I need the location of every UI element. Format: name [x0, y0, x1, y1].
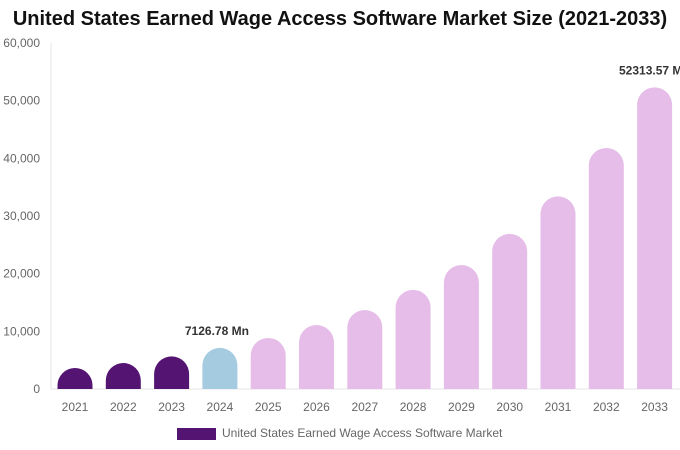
bar-2024: [202, 347, 238, 389]
y-tick-label: 30,000: [3, 209, 40, 223]
legend-label: United States Earned Wage Access Softwar…: [222, 426, 503, 440]
x-tick-label: 2029: [448, 400, 475, 414]
x-tick-label: 2023: [158, 400, 185, 414]
x-tick-label: 2030: [496, 400, 523, 414]
legend-swatch: [177, 428, 216, 440]
bar-2027: [347, 309, 383, 389]
bar-2030: [492, 233, 528, 389]
bar-2021: [57, 367, 93, 389]
y-tick-label: 60,000: [3, 36, 40, 50]
y-tick-label: 10,000: [3, 324, 40, 338]
bar-2022: [105, 363, 141, 389]
y-tick-label: 40,000: [3, 151, 40, 165]
x-tick-label: 2027: [351, 400, 378, 414]
bar-2032: [588, 147, 624, 389]
bar-2031: [540, 196, 576, 389]
bar-2029: [443, 265, 479, 389]
bar-2028: [395, 289, 431, 389]
bar-2025: [250, 337, 286, 389]
bar-2023: [154, 356, 190, 389]
x-tick-label: 2032: [593, 400, 620, 414]
chart-title: United States Earned Wage Access Softwar…: [12, 8, 668, 30]
data-label: 7126.78 Mn: [185, 324, 249, 338]
x-tick-label: 2028: [400, 400, 427, 414]
y-tick-label: 50,000: [3, 94, 40, 108]
x-tick-label: 2031: [545, 400, 572, 414]
bar-2026: [299, 324, 334, 389]
y-tick-label: 20,000: [3, 267, 40, 281]
x-tick-label: 2033: [641, 400, 668, 414]
x-tick-label: 2026: [303, 400, 330, 414]
bar-2033: [637, 87, 673, 390]
x-tick-label: 2025: [255, 400, 282, 414]
x-tick-label: 2021: [62, 400, 89, 414]
y-tick-label: 0: [33, 382, 40, 396]
x-tick-label: 2024: [207, 400, 234, 414]
data-label: 52313.57 Mn: [619, 63, 680, 77]
x-tick-label: 2022: [110, 400, 137, 414]
